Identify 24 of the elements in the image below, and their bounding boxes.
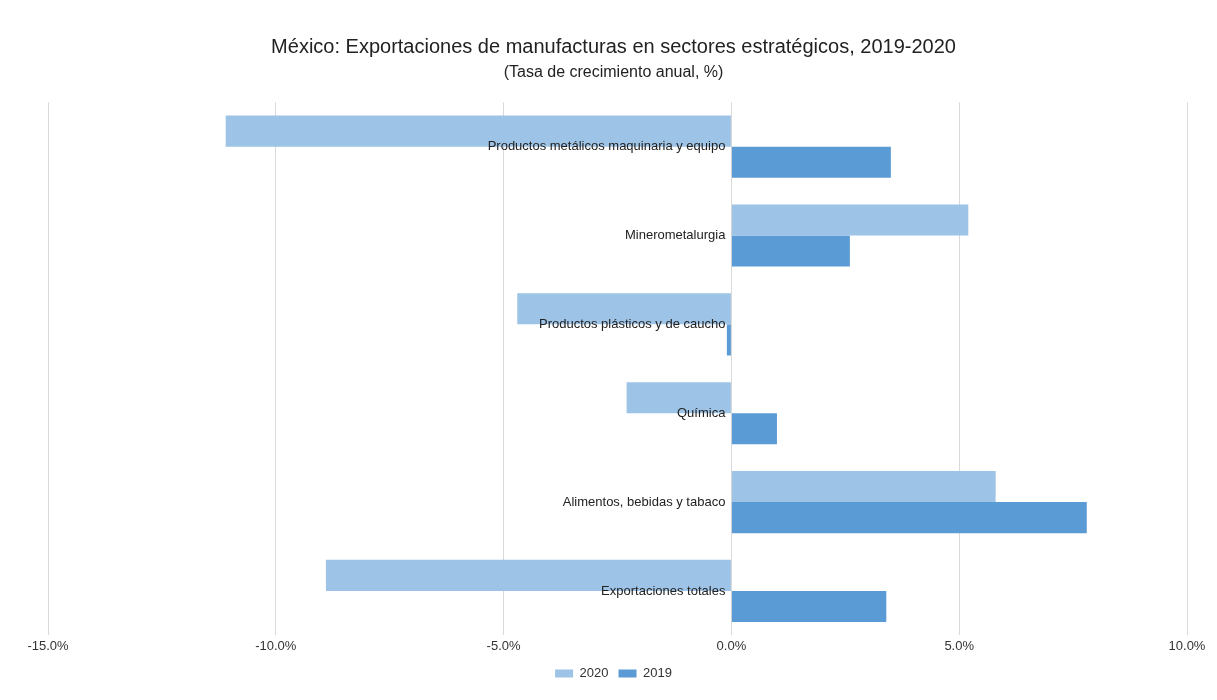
y-tick-label: Minerometalurgia: [624, 227, 727, 243]
bar: [731, 204, 969, 236]
legend-label: 2019: [643, 665, 672, 681]
legend-label: 2020: [579, 665, 609, 681]
chart-subtitle: (Tasa de crecimiento anual, %): [503, 63, 724, 81]
y-tick-label: Exportaciones totales: [601, 582, 726, 598]
bar: [731, 413, 777, 445]
x-tick-label: 0.0%: [716, 637, 747, 653]
bar: [731, 146, 891, 178]
bar: [726, 324, 731, 356]
x-tick-label: -10.0%: [255, 637, 297, 653]
x-tick-label: 10.0%: [1168, 637, 1206, 653]
chart-title: México: Exportaciones de manufacturas en sectores estratégicos, 2019-2020: [271, 34, 956, 57]
y-tick-label: Alimentos, bebidas y tabaco: [562, 493, 726, 509]
y-tick-label: Productos plásticos y de caucho: [538, 315, 726, 331]
bar: [731, 590, 887, 623]
bar: [731, 502, 1087, 534]
x-tick-label: 5.0%: [944, 637, 975, 653]
x-tick-label: -5.0%: [486, 637, 522, 653]
bar: [731, 471, 996, 503]
bar: [731, 235, 850, 267]
y-tick-label: Química: [676, 404, 727, 420]
y-tick-label: Productos metálicos maquinaria y equipo: [487, 138, 726, 154]
x-tick-label: -15.0%: [27, 637, 70, 653]
